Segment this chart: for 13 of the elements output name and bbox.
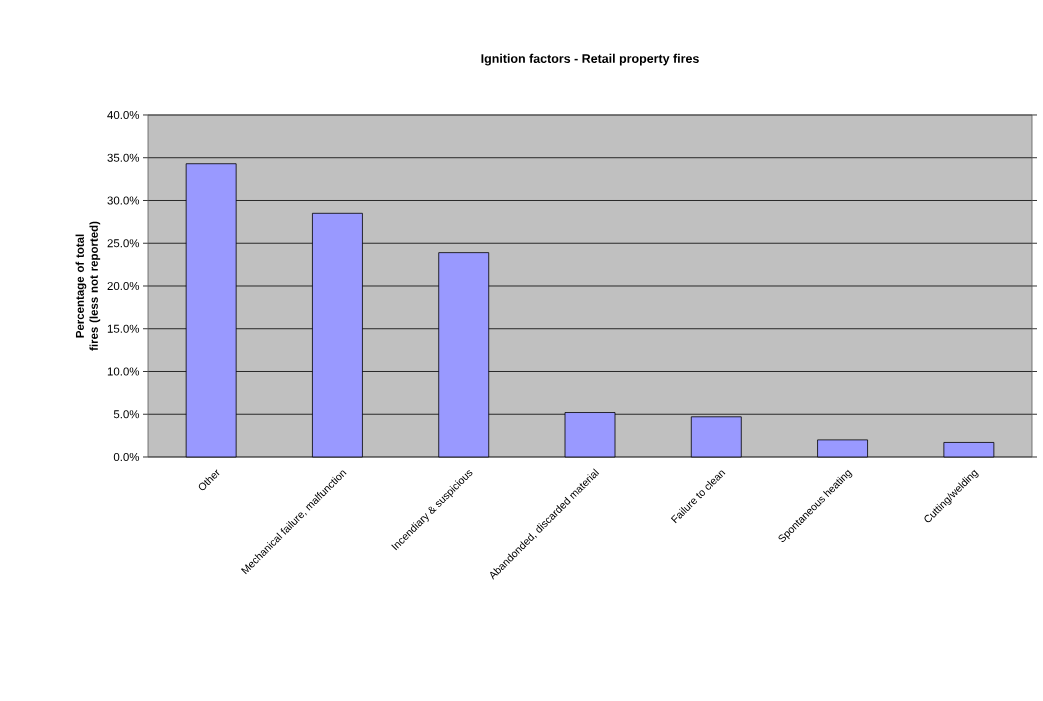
y-tick-label: 0.0% [113, 452, 140, 462]
y-tick-label: 30.0% [107, 196, 140, 205]
y-tick-label: 20.0% [107, 281, 140, 291]
y-tick-label: 5.0% [113, 410, 140, 419]
y-tick-label: 10.0% [107, 367, 140, 376]
y-axis-title: Percentage of total fires (less not reported) [75, 221, 101, 351]
bar [817, 439, 868, 458]
y-tick-label: 25.0% [107, 239, 140, 248]
bar [943, 442, 995, 458]
y-tick-label: 40.0% [107, 110, 140, 120]
y-tick-label: 15.0% [107, 324, 140, 333]
chart-title: Ignition factors - Retail property fires [481, 53, 699, 66]
y-tick-label: 35.0% [107, 153, 140, 162]
